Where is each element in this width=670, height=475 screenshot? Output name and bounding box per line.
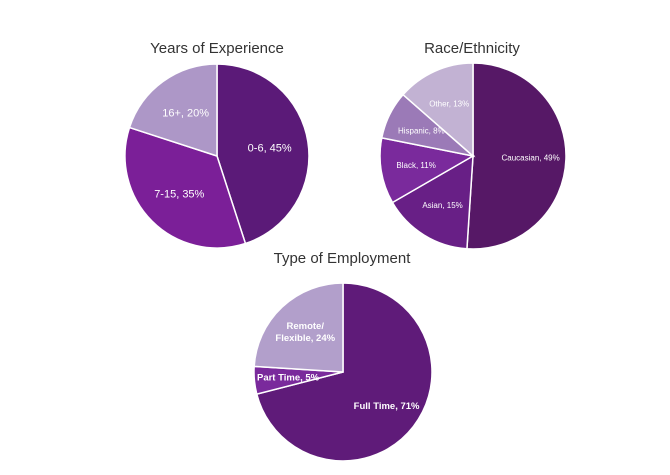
pie-slice-16- (128, 63, 218, 158)
pie-slice-caucasian (466, 62, 567, 250)
pie-slice-other (402, 62, 474, 158)
pie-slice-full-time (255, 282, 433, 462)
slice-label-hispanic: Hispanic, 8% (398, 126, 445, 135)
slice-label-0-6: 0-6, 45% (248, 143, 292, 155)
pie-1: Caucasian, 49% Asian, 15% Black, 11% Hispan… (379, 62, 567, 250)
pie-slice-0-6 (216, 63, 310, 245)
pie-slice-remote-flexible (253, 282, 344, 373)
slice-label-7-15: 7-15, 35% (154, 189, 204, 201)
pie-0: 0-6, 45% 7-15, 35% 16+, 20% (124, 63, 310, 249)
pie-2: Full Time, 71% Part Time, 5% Remote/Flexib… (253, 282, 433, 462)
pie-slice-7-15 (124, 126, 247, 249)
slice-label-remote-flexible: Remote/Flexible, 24% (275, 321, 335, 344)
chart-title-type-of-employment: Type of Employment (273, 250, 411, 267)
pie-slice-asian (391, 154, 474, 250)
slice-label-part-time: Part Time, 5% (257, 373, 320, 384)
slice-label-caucasian: Caucasian, 49% (501, 154, 559, 163)
slice-label-asian: Asian, 15% (422, 201, 462, 210)
slice-label-other: Other, 13% (429, 99, 469, 108)
slice-label-full-time: Full Time, 71% (354, 401, 420, 412)
pie-slice-black (379, 136, 476, 204)
slice-label-16-: 16+, 20% (162, 108, 209, 120)
chart-title-years-of-experience: Years of Experience (150, 40, 284, 57)
slice-label-black: Black, 11% (396, 161, 435, 170)
chart-title-race-ethnicity: Race/Ethnicity (424, 40, 520, 57)
